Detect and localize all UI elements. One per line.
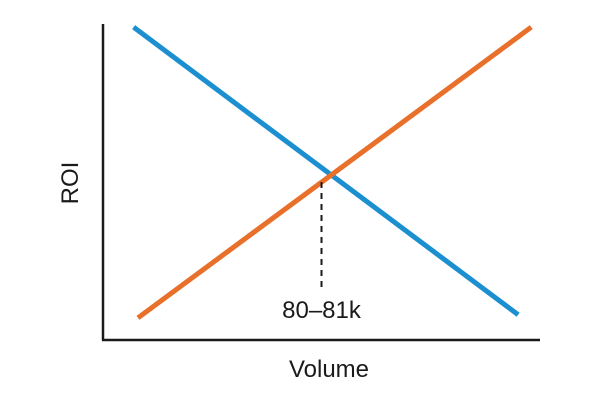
- series-layer: [132, 25, 533, 320]
- series-line-2: [136, 25, 533, 320]
- intersection-label: 80–81k: [282, 297, 362, 324]
- x-axis-label: Volume: [289, 356, 369, 383]
- series-line-1: [132, 25, 520, 317]
- y-axis-label: ROI: [57, 162, 84, 205]
